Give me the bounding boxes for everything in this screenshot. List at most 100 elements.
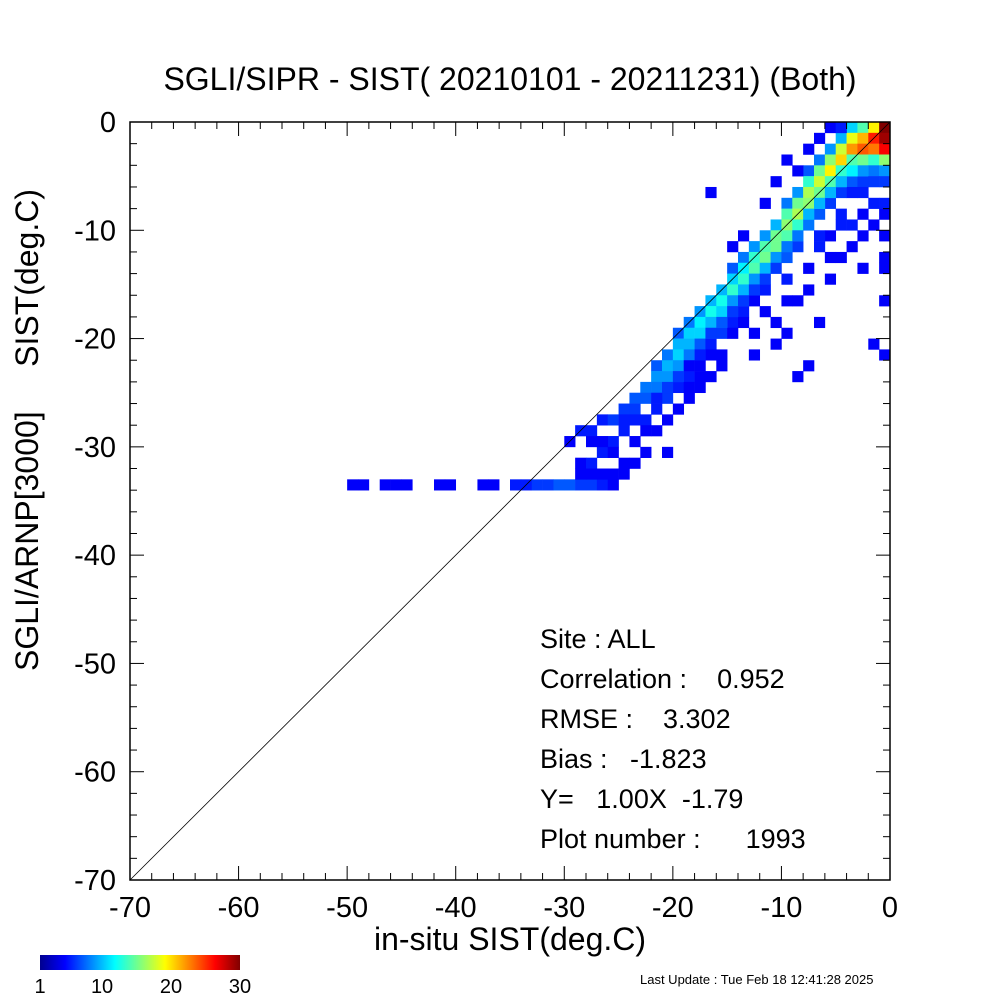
density-cell [803, 165, 815, 177]
density-cell [835, 176, 847, 188]
density-cell [792, 230, 804, 242]
density-cell [814, 316, 826, 329]
density-cell [770, 262, 782, 274]
y-tick-labels: 0 -10 -20 -30 -40 -50 -60 -70 [74, 107, 116, 897]
colorbar-labels: 1 10 20 30 [34, 976, 251, 998]
density-cell [662, 381, 674, 394]
density-cell [835, 132, 847, 144]
density-cell [770, 241, 782, 253]
density-cell [618, 457, 630, 469]
density-cell [759, 262, 771, 274]
density-cell [879, 251, 891, 264]
density-cell [716, 295, 728, 307]
density-cell [824, 230, 837, 242]
density-cell [824, 186, 837, 199]
density-cell [857, 208, 869, 220]
density-cell [814, 241, 826, 253]
density-cell [824, 165, 837, 177]
density-cell [683, 381, 695, 394]
density-cell [868, 338, 880, 350]
y-tick-label: -50 [74, 648, 116, 680]
x-tick-label: 0 [882, 892, 898, 924]
density-cell [770, 176, 782, 188]
density-cell [846, 186, 858, 199]
density-cell [846, 143, 858, 155]
density-cell [781, 327, 793, 339]
density-cell [683, 338, 695, 350]
colorbar-label: 30 [229, 976, 251, 998]
density-cell [640, 446, 652, 458]
density-cell [390, 479, 402, 491]
one-to-one-line [129, 121, 891, 881]
density-cell [651, 360, 663, 372]
density-cell [835, 186, 847, 199]
density-cell [401, 479, 413, 491]
density-cell [814, 208, 826, 220]
density-cell [748, 349, 761, 361]
density-cell [607, 414, 619, 426]
density-cell [759, 284, 771, 296]
x-tick-label: -40 [435, 892, 477, 924]
density-cell [727, 306, 739, 318]
density-cell [716, 327, 728, 339]
x-tick-labels: -70 -60 -50 -40 -30 -20 -10 0 [109, 892, 898, 924]
density-cell [846, 122, 858, 134]
density-cell [727, 284, 739, 296]
density-cell [596, 468, 609, 480]
density-cell [835, 143, 847, 155]
x-axis-label: in-situ SIST(deg.C) [374, 921, 646, 957]
density-cell [640, 425, 652, 437]
density-cell [814, 132, 826, 144]
density-cell [694, 360, 706, 372]
density-cell [738, 284, 750, 296]
density-cell [868, 219, 880, 231]
density-cell [803, 208, 815, 220]
density-cell [846, 176, 858, 188]
density-cell [824, 197, 837, 209]
density-cell [846, 165, 858, 177]
statistics-box: Site : ALL Correlation : 0.952 RMSE : 3.30… [540, 624, 806, 854]
density-cell [738, 251, 750, 264]
density-cell [694, 371, 706, 383]
density-cell [781, 208, 793, 220]
density-cell [683, 349, 695, 361]
density-cell [759, 197, 771, 209]
density-cell [488, 479, 500, 491]
density-cell [835, 122, 847, 134]
density-cell [672, 381, 685, 394]
density-cell [672, 349, 685, 361]
density-cell [629, 392, 641, 404]
density-cell [694, 349, 706, 361]
density-cell [792, 219, 804, 231]
density-cell [879, 230, 891, 242]
density-cell [596, 436, 609, 448]
density-cell [596, 414, 609, 426]
density-cell [596, 446, 609, 458]
density-cell [662, 414, 674, 426]
density-cell [770, 219, 782, 231]
density-cell [662, 371, 674, 383]
density-cell [575, 479, 587, 491]
density-cell [651, 381, 663, 394]
density-cell [857, 262, 869, 274]
density-cell [738, 273, 750, 285]
density-cell [759, 230, 771, 242]
density-cell [694, 381, 706, 394]
stats-line: Site : ALL [540, 624, 656, 654]
density-cell [814, 154, 826, 166]
density-cell [879, 197, 891, 209]
density-cell [651, 403, 663, 415]
density-cell [586, 425, 598, 437]
density-cell [803, 186, 815, 199]
density-cell [857, 132, 869, 144]
density-cell [640, 392, 652, 404]
density-cell [629, 403, 641, 415]
density-cell [683, 360, 695, 372]
density-cell [857, 165, 869, 177]
density-cell [835, 208, 847, 220]
density-cell [618, 468, 630, 480]
density-cell [879, 165, 891, 177]
density-cell [770, 316, 782, 329]
density-cell [738, 316, 750, 329]
density-cell [879, 176, 891, 188]
